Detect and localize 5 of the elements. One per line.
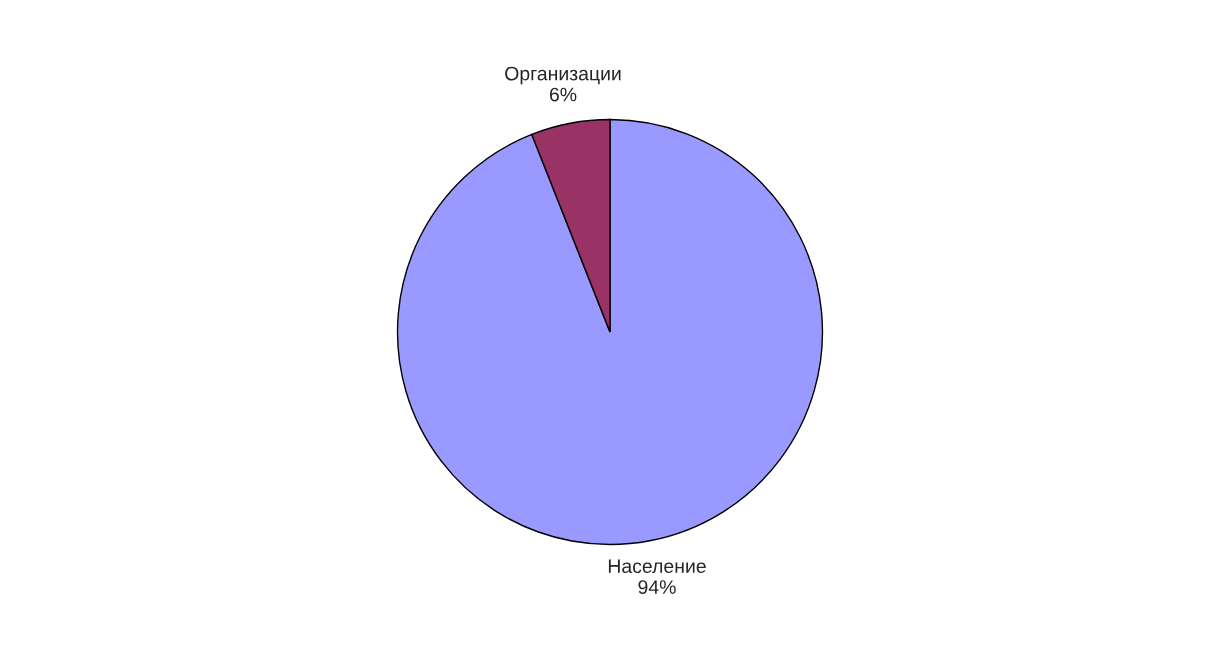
slice-label: Население <box>608 559 706 574</box>
data-label: 6% <box>549 87 577 102</box>
pie-slice <box>396 118 824 546</box>
slice-label: Организации <box>505 66 621 85</box>
data-label: 94% <box>638 580 676 594</box>
